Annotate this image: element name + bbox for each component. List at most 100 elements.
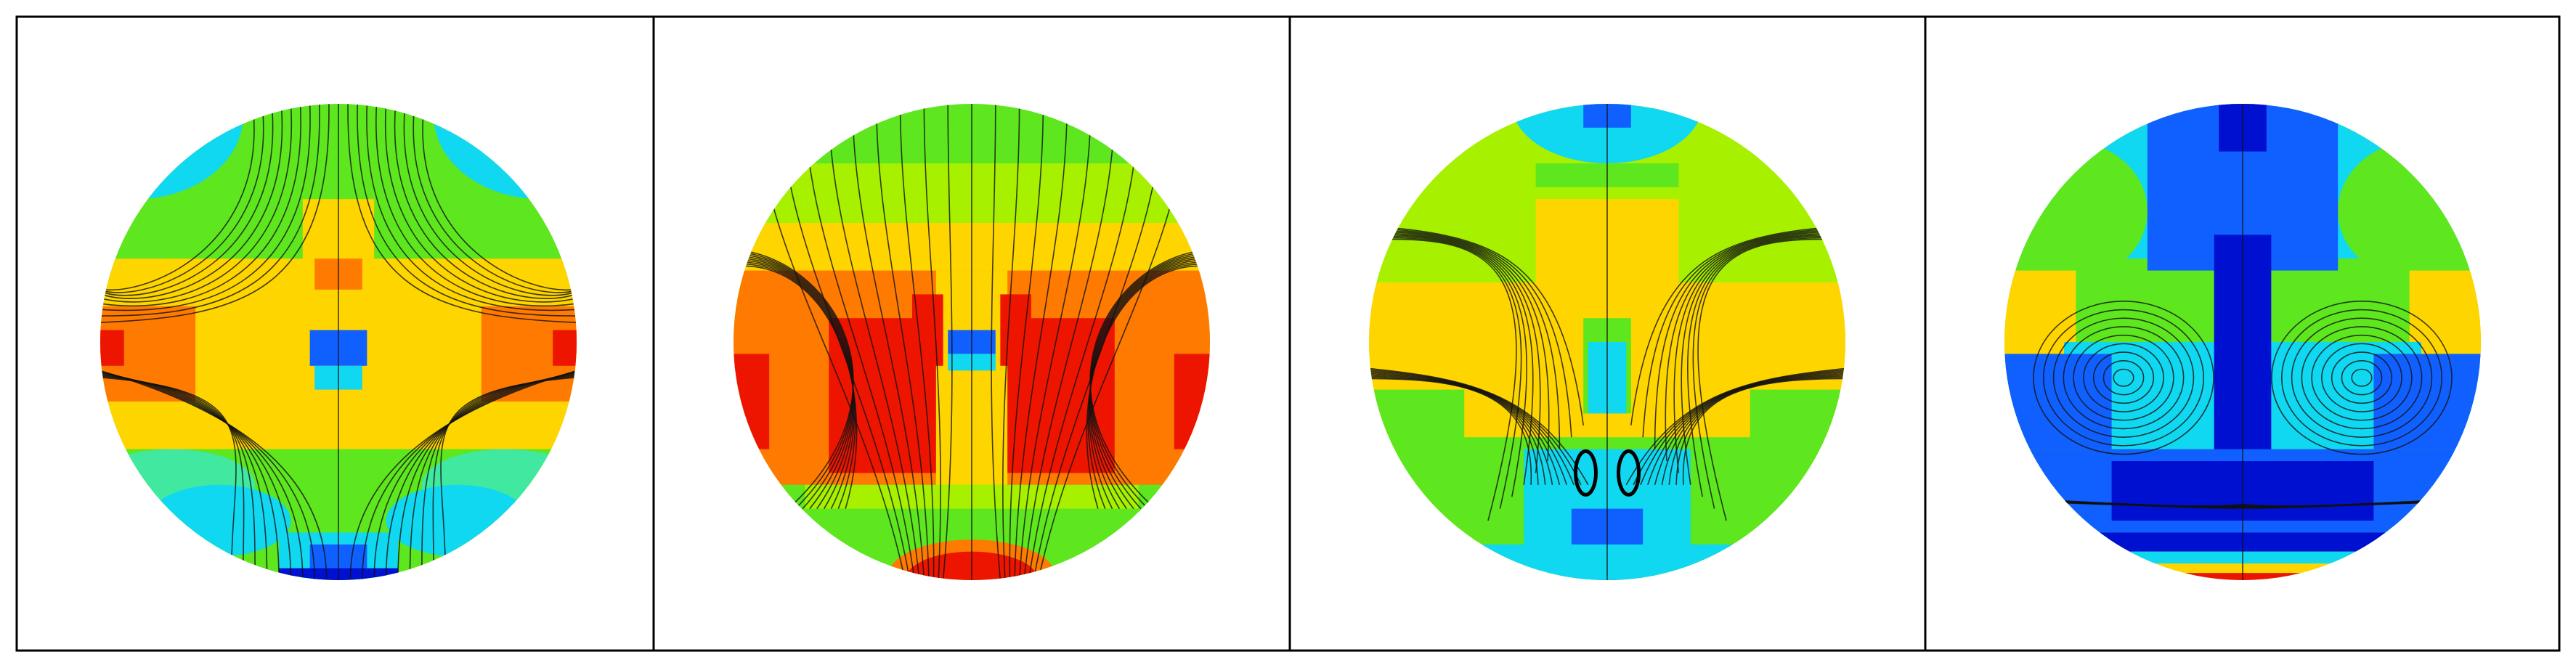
streamline bbox=[876, 104, 930, 580]
streamline bbox=[2331, 351, 2393, 404]
streamline bbox=[375, 104, 577, 307]
contour-region bbox=[434, 104, 577, 200]
streamline bbox=[1642, 226, 1845, 438]
streamline bbox=[2271, 301, 2453, 455]
streamline bbox=[734, 255, 854, 510]
contour-region bbox=[734, 354, 770, 449]
contour-region bbox=[2004, 139, 2148, 283]
streamline bbox=[1682, 378, 1845, 485]
streamline bbox=[2063, 326, 2185, 430]
streamline bbox=[1089, 255, 1210, 510]
streamline bbox=[1665, 229, 1845, 462]
contour-region bbox=[1511, 104, 1703, 163]
streamline bbox=[384, 104, 577, 303]
contour-region bbox=[1369, 389, 1465, 449]
streamline bbox=[1089, 250, 1210, 510]
streamline bbox=[2073, 334, 2174, 421]
streamline bbox=[100, 104, 255, 291]
streamline bbox=[1014, 104, 1068, 580]
streamline bbox=[1681, 233, 1845, 485]
contour-region bbox=[100, 330, 124, 366]
streamline bbox=[100, 104, 320, 317]
streamline bbox=[923, 104, 941, 580]
streamline bbox=[1369, 226, 1572, 438]
streamline bbox=[1369, 224, 1584, 425]
contour-panel bbox=[2004, 104, 2481, 580]
streamline bbox=[828, 104, 920, 580]
streamline bbox=[2113, 368, 2134, 387]
streamline bbox=[2301, 326, 2423, 430]
contour-panel bbox=[100, 104, 577, 580]
streamline bbox=[1654, 228, 1845, 449]
streamline bbox=[1697, 238, 1845, 521]
streamline bbox=[2033, 301, 2214, 455]
streamline bbox=[1369, 378, 1532, 485]
streamline bbox=[2092, 351, 2155, 404]
streamline bbox=[1369, 238, 1517, 521]
streamline bbox=[1087, 264, 1210, 509]
figure-border bbox=[15, 15, 2561, 652]
streamline bbox=[734, 250, 854, 510]
streamline bbox=[1089, 248, 1210, 510]
streamline bbox=[100, 104, 264, 293]
streamline bbox=[734, 253, 854, 510]
streamline bbox=[1687, 235, 1845, 497]
streamline bbox=[100, 104, 330, 324]
streamline bbox=[1089, 253, 1210, 510]
streamline bbox=[347, 104, 577, 324]
streamline bbox=[734, 257, 854, 510]
streamline bbox=[1369, 237, 1522, 509]
contour-panel bbox=[734, 104, 1210, 580]
streamline bbox=[413, 104, 577, 293]
streamline bbox=[2083, 343, 2164, 412]
contour-region bbox=[1750, 389, 1845, 449]
streamline bbox=[440, 375, 577, 580]
streamline bbox=[100, 375, 237, 580]
streamline bbox=[1369, 232, 1541, 473]
streamline bbox=[1009, 104, 1044, 580]
contour-region bbox=[1000, 294, 1031, 366]
contour-region bbox=[912, 294, 943, 366]
streamline bbox=[2321, 343, 2402, 412]
streamline bbox=[1369, 229, 1550, 462]
streamline bbox=[1089, 259, 1210, 510]
streamline bbox=[734, 264, 856, 509]
vortex-loop bbox=[1573, 449, 1598, 497]
streamline bbox=[942, 104, 953, 580]
streamline bbox=[2052, 317, 2195, 438]
streamline bbox=[1002, 104, 1020, 580]
streamline bbox=[1692, 237, 1845, 509]
contour-region bbox=[2338, 139, 2481, 283]
streamline bbox=[1369, 228, 1561, 449]
streamline bbox=[1630, 224, 1845, 425]
streamline bbox=[100, 104, 311, 311]
streamline bbox=[2280, 309, 2443, 447]
streamline bbox=[2311, 334, 2413, 421]
streamline bbox=[100, 104, 293, 303]
streamline bbox=[734, 259, 855, 510]
vortex-loop bbox=[1617, 449, 1641, 497]
streamline bbox=[734, 248, 854, 510]
streamline bbox=[100, 104, 301, 307]
streamline bbox=[422, 104, 577, 291]
streamline bbox=[734, 265, 858, 509]
streamline bbox=[852, 104, 925, 580]
streamline bbox=[2042, 309, 2205, 447]
streamline bbox=[1023, 104, 1116, 580]
streamline bbox=[1369, 235, 1527, 497]
streamline bbox=[2102, 359, 2145, 396]
streamline bbox=[394, 104, 577, 299]
streamline bbox=[2291, 317, 2433, 438]
streamline bbox=[734, 261, 856, 509]
contour-region bbox=[2004, 270, 2076, 354]
contour-region bbox=[905, 551, 1039, 580]
contour-panel bbox=[1369, 104, 1845, 580]
streamline bbox=[1086, 265, 1210, 509]
streamline bbox=[2351, 368, 2373, 387]
streamline bbox=[1369, 233, 1534, 485]
contour-region bbox=[2409, 270, 2481, 354]
streamline bbox=[1089, 257, 1210, 510]
streamline bbox=[100, 104, 283, 299]
